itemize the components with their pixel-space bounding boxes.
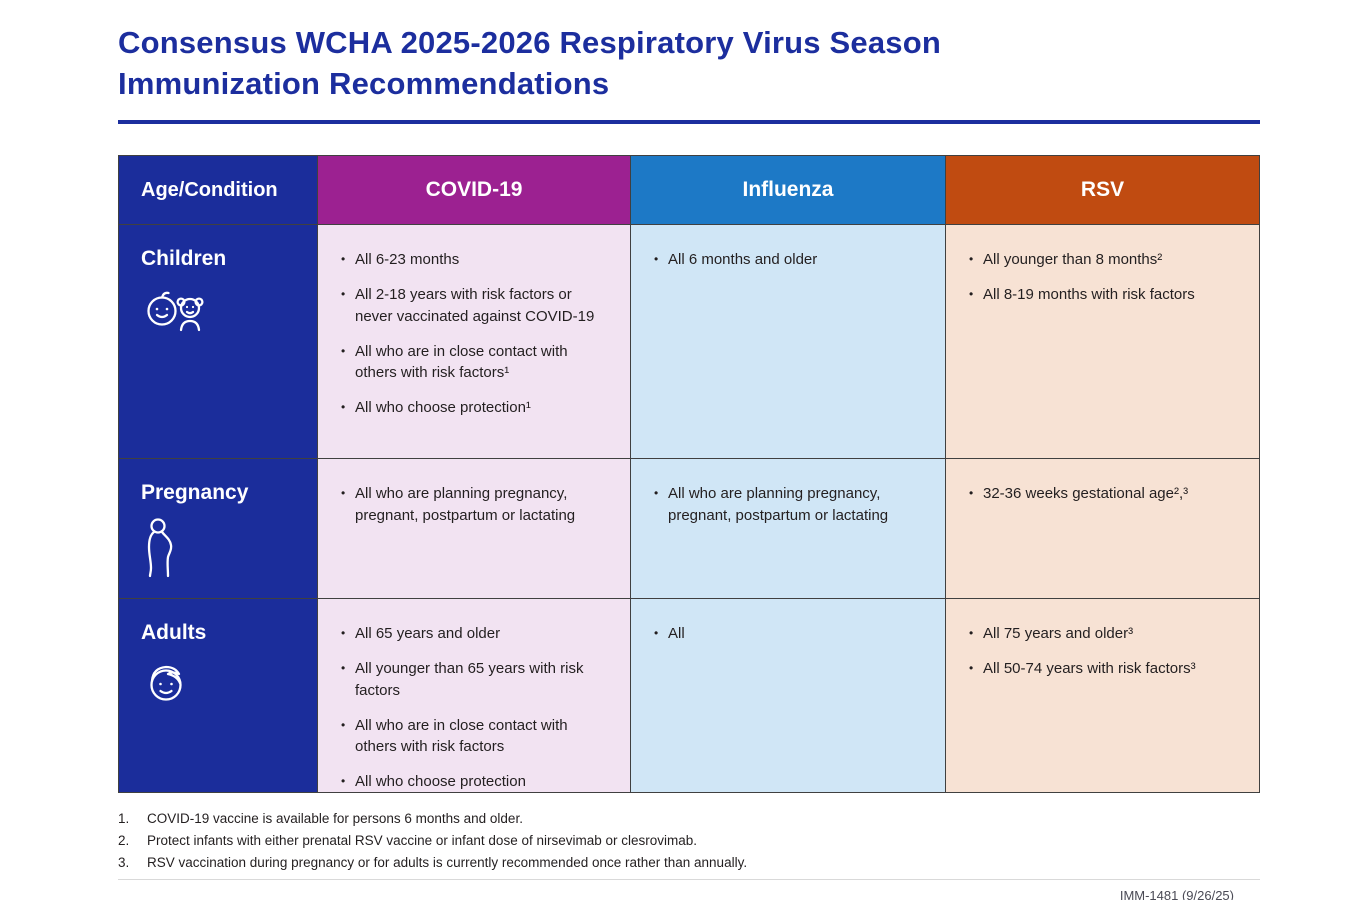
row-header-children: Children bbox=[119, 225, 318, 460]
row-header-pregnancy: Pregnancy bbox=[119, 459, 318, 600]
cell-adults-influenza: All bbox=[631, 599, 946, 794]
bullet-item: All 8-19 months with risk factors bbox=[968, 284, 1239, 306]
children-icon bbox=[141, 283, 303, 333]
cell-children-influenza: All 6 months and older bbox=[631, 225, 946, 460]
row-label: Pregnancy bbox=[141, 481, 249, 505]
bullet-item: All who are in close contact with others… bbox=[340, 715, 610, 759]
column-header-age-condition: Age/Condition bbox=[119, 156, 318, 226]
bullet-list: All younger than 8 months² All 8-19 month… bbox=[968, 249, 1239, 306]
column-header-rsv: RSV bbox=[946, 156, 1260, 226]
bullet-list: All who are planning pregnancy, pregnant… bbox=[653, 483, 925, 527]
bullet-list: All bbox=[653, 623, 925, 645]
bottom-divider bbox=[118, 879, 1260, 881]
bullet-item: All bbox=[653, 623, 925, 645]
cell-children-rsv: All younger than 8 months² All 8-19 month… bbox=[946, 225, 1260, 460]
bullet-item: 32-36 weeks gestational age²,³ bbox=[968, 483, 1239, 505]
footnote-number: 1. bbox=[118, 811, 130, 827]
bullet-list: 32-36 weeks gestational age²,³ bbox=[968, 483, 1239, 505]
footnote-text: Protect infants with either prenatal RSV… bbox=[147, 833, 698, 849]
bullet-item: All 2-18 years with risk factors or neve… bbox=[340, 284, 610, 328]
title-divider bbox=[118, 120, 1260, 125]
row-label: Children bbox=[141, 247, 227, 271]
bullet-item: All 50-74 years with risk factors³ bbox=[968, 658, 1239, 680]
cell-adults-rsv: All 75 years and older³ All 50-74 years w… bbox=[946, 599, 1260, 794]
bullet-item: All younger than 65 years with risk fact… bbox=[340, 658, 610, 702]
column-header-influenza: Influenza bbox=[631, 156, 946, 226]
bullet-item: All who are in close contact with others… bbox=[340, 341, 610, 385]
cell-pregnancy-influenza: All who are planning pregnancy, pregnant… bbox=[631, 459, 946, 600]
bullet-item: All 6 months and older bbox=[653, 249, 925, 271]
column-header-covid19: COVID-19 bbox=[318, 156, 631, 226]
bullet-list: All who are planning pregnancy, pregnant… bbox=[340, 483, 610, 527]
bullet-item: All who choose protection bbox=[340, 771, 610, 793]
footnote-1: 1. COVID-19 vaccine is available for per… bbox=[118, 808, 1260, 830]
footnotes: 1. COVID-19 vaccine is available for per… bbox=[118, 808, 1260, 874]
footnote-number: 2. bbox=[118, 833, 130, 849]
document-id: IMM-1481 (9/26/25) bbox=[1119, 888, 1234, 900]
immunization-table: Age/Condition COVID-19 Influenza RSV Chi… bbox=[118, 155, 1260, 794]
bullet-list: All 6 months and older bbox=[653, 249, 925, 271]
content-area: Consensus WCHA 2025-2026 Respiratory Vir… bbox=[118, 0, 1260, 900]
bullet-item: All 6-23 months bbox=[340, 249, 610, 271]
page-title: Consensus WCHA 2025-2026 Respiratory Vir… bbox=[118, 25, 942, 102]
cell-pregnancy-rsv: 32-36 weeks gestational age²,³ bbox=[946, 459, 1260, 600]
bullet-item: All younger than 8 months² bbox=[968, 249, 1239, 271]
cell-children-covid19: All 6-23 months All 2-18 years with risk … bbox=[318, 225, 631, 460]
cell-pregnancy-covid19: All who are planning pregnancy, pregnant… bbox=[318, 459, 631, 600]
pregnancy-icon bbox=[141, 517, 303, 579]
bullet-item: All 65 years and older bbox=[340, 623, 610, 645]
cell-adults-covid19: All 65 years and older All younger than 6… bbox=[318, 599, 631, 794]
bullet-item: All who are planning pregnancy, pregnant… bbox=[653, 483, 925, 527]
footnote-2: 2. Protect infants with either prenatal … bbox=[118, 830, 1260, 852]
row-label: Adults bbox=[141, 621, 207, 645]
bullet-item: All who choose protection¹ bbox=[340, 397, 610, 419]
row-header-adults: Adults bbox=[119, 599, 318, 794]
footnote-3: 3. RSV vaccination during pregnancy or f… bbox=[118, 852, 1260, 874]
bullet-item: All 75 years and older³ bbox=[968, 623, 1239, 645]
bullet-list: All 6-23 months All 2-18 years with risk … bbox=[340, 249, 610, 419]
bullet-list: All 65 years and older All younger than 6… bbox=[340, 623, 610, 793]
adult-icon bbox=[141, 657, 303, 707]
bullet-list: All 75 years and older³ All 50-74 years w… bbox=[968, 623, 1239, 680]
footnote-text: RSV vaccination during pregnancy or for … bbox=[147, 855, 748, 871]
bullet-item: All who are planning pregnancy, pregnant… bbox=[340, 483, 610, 527]
footnote-text: COVID-19 vaccine is available for person… bbox=[147, 811, 523, 827]
footnote-number: 3. bbox=[118, 855, 130, 871]
